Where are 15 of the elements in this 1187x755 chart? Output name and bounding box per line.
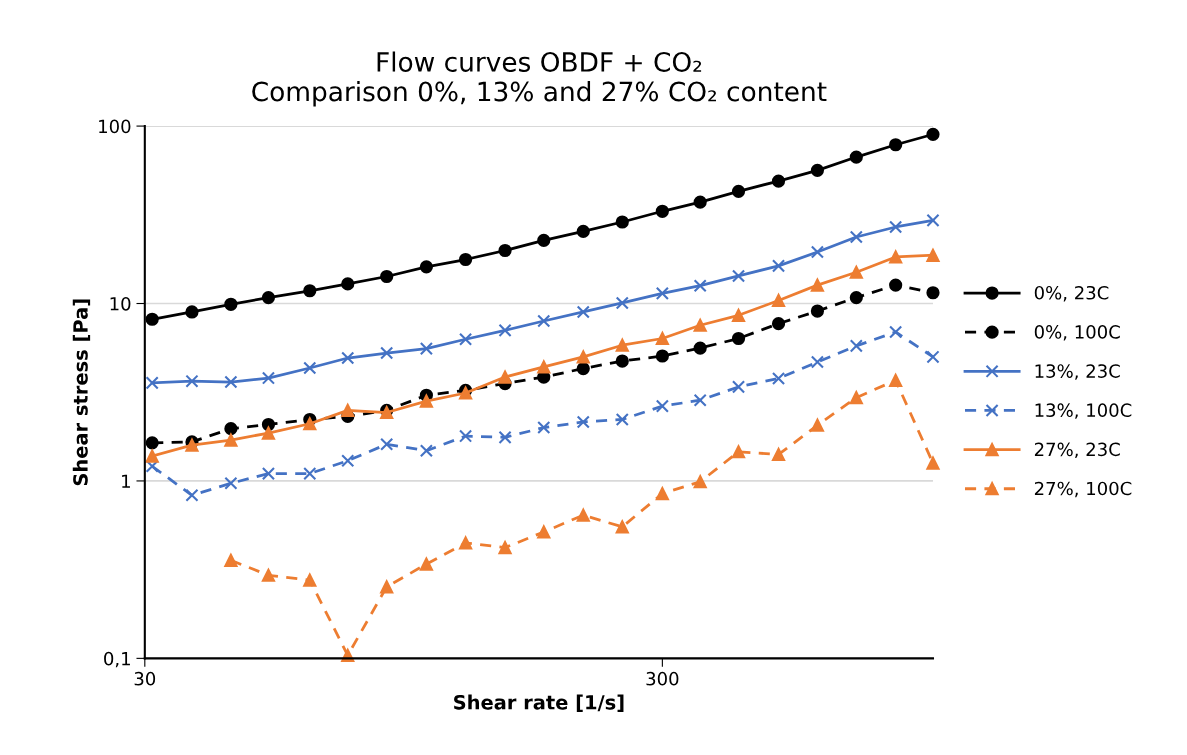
legend-label: 13%, 100C	[1035, 403, 1132, 419]
y-axis-title: Shear stress [Pa]	[72, 299, 91, 486]
y-tick-label: 10	[110, 296, 131, 311]
x-tick-label: 300	[646, 671, 679, 686]
x-tick-label: 30	[134, 671, 156, 686]
chart-title: Flow curves OBDF + CO₂ Comparison 0%, 13% and 27% CO₂ content	[252, 51, 827, 107]
legend-label: 13%, 23C	[1035, 364, 1120, 380]
x-axis-title: Shear rate [1/s]	[454, 694, 624, 712]
legend-label: 27%, 23C	[1034, 442, 1120, 459]
legend-label: 0%, 23C	[1034, 285, 1109, 302]
y-tick-label: 1	[122, 474, 130, 488]
legend-label: 0%, 100C	[1034, 325, 1120, 341]
y-tick-label: 0,1	[104, 651, 130, 668]
legend-label: 27%, 100C	[1034, 481, 1132, 498]
y-tick-label: 100	[99, 119, 131, 134]
